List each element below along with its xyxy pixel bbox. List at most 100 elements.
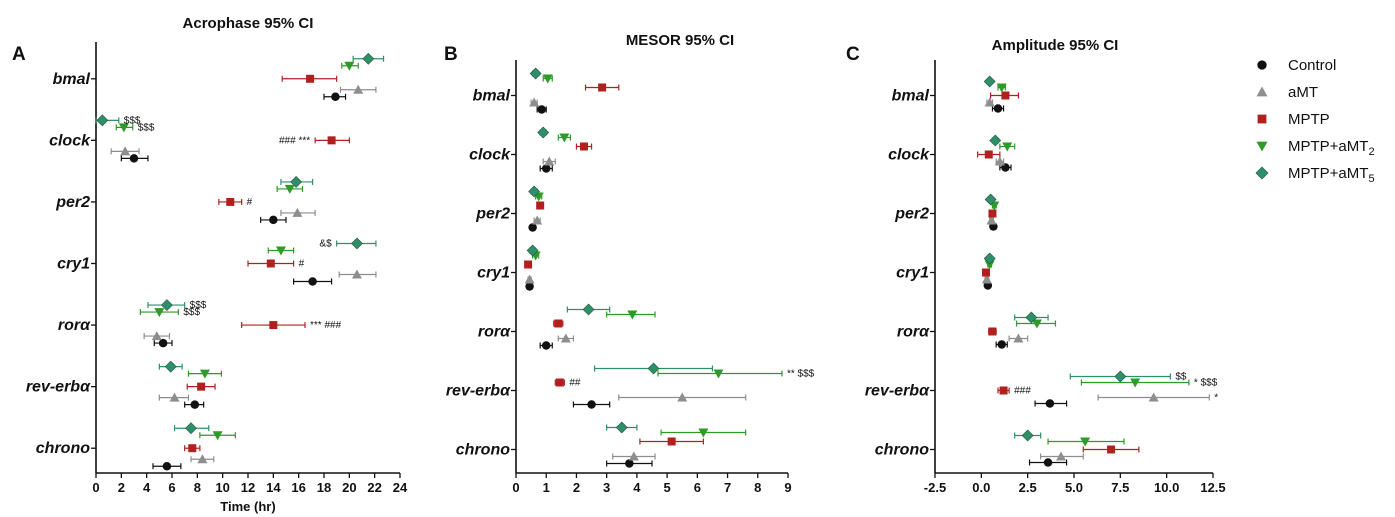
point-amt xyxy=(560,333,571,343)
point-amt2 xyxy=(984,260,995,270)
x-tick-label: 5.0 xyxy=(1065,480,1083,495)
x-tick-label: 8 xyxy=(754,480,761,495)
legend-label-amt: aMT xyxy=(1288,84,1318,101)
point-mptp xyxy=(598,83,607,92)
legend: Control aMT MPTP MPTP+aMT2 MPTP+aMT5 xyxy=(1255,57,1375,185)
x-tick-label: 14 xyxy=(266,480,281,495)
significance-annotation: $$$ xyxy=(124,115,141,126)
x-tick-label: 2.5 xyxy=(1019,480,1037,495)
point-amt5 xyxy=(989,134,1002,147)
point-amt2 xyxy=(199,369,210,379)
point-amt2 xyxy=(1130,378,1141,388)
significance-annotation: ** $$$ xyxy=(787,369,815,380)
point-amt xyxy=(986,215,997,225)
point-amt xyxy=(292,207,303,217)
point-amt xyxy=(353,84,364,94)
point-amt xyxy=(981,274,992,284)
point-ctrl xyxy=(1043,458,1053,467)
significance-annotation: &$ xyxy=(319,239,332,250)
legend-marker-ctrl xyxy=(1257,60,1267,70)
point-amt2 xyxy=(996,83,1007,93)
x-tick-label: 2 xyxy=(573,480,580,495)
gene-label-clock: clock xyxy=(469,147,511,164)
point-ctrl xyxy=(129,154,139,163)
significance-annotation: ## xyxy=(569,378,581,389)
point-ctrl xyxy=(190,400,200,409)
gene-label-cry1: cry1 xyxy=(57,256,90,273)
x-tick-label: 18 xyxy=(317,480,331,495)
point-amt xyxy=(532,215,543,225)
x-tick-label: -2.5 xyxy=(924,480,946,495)
significance-annotation: * xyxy=(1214,393,1218,404)
x-tick-label: 22 xyxy=(367,480,381,495)
point-amt xyxy=(529,97,540,107)
x-tick-label: 4 xyxy=(633,480,641,495)
point-amt5 xyxy=(983,252,996,265)
legend-label-amt2: MPTP+aMT2 xyxy=(1288,138,1375,158)
panel-b: B MESOR 95% CI 0 1 2 3 4 5 6 7 8 9 bmal clock per2 cr… xyxy=(444,32,815,495)
point-amt5 xyxy=(185,422,197,435)
significance-annotation: # xyxy=(299,259,305,270)
point-amt5 xyxy=(984,193,997,206)
point-amt2 xyxy=(542,74,553,84)
gene-label-bmal: bmal xyxy=(892,88,930,105)
panel-a-plot: 0 2 4 6 8 10 12 14 16 18 20 22 24bmalclockper2cry1ro… xyxy=(26,42,408,495)
significance-annotation: $$$ xyxy=(190,300,207,311)
point-mptp xyxy=(667,437,676,446)
significance-annotation: $$$ xyxy=(138,122,155,133)
gene-label-bmal: bmal xyxy=(473,88,511,105)
gene-label-cry1: cry1 xyxy=(896,265,929,282)
point-amt xyxy=(1056,451,1067,461)
panel-a-x-axis-label: Time (hr) xyxy=(220,499,275,514)
point-ctrl xyxy=(331,92,340,102)
point-ctrl xyxy=(541,341,551,350)
point-amt xyxy=(984,97,995,107)
point-mptp xyxy=(1107,445,1116,454)
point-mptp xyxy=(524,260,533,269)
x-tick-label: 5 xyxy=(663,480,670,495)
point-mptp xyxy=(536,201,545,210)
point-amt xyxy=(677,392,688,402)
point-amt2 xyxy=(212,431,223,441)
legend-label-mptp: MPTP xyxy=(1288,111,1330,128)
gene-label-ror: rorα xyxy=(478,324,511,341)
point-ctrl xyxy=(537,105,546,114)
panel-a-letter: A xyxy=(12,44,26,65)
gene-label-chrono: chrono xyxy=(875,442,929,459)
panel-b-title: MESOR 95% CI xyxy=(626,32,734,49)
gene-label-clock: clock xyxy=(888,147,930,164)
gene-label-ror: rorα xyxy=(58,317,91,334)
legend-marker-amt5 xyxy=(1255,166,1269,180)
panel-c-title: Amplitude 95% CI xyxy=(992,37,1119,54)
x-tick-label: 12.5 xyxy=(1200,480,1225,495)
point-amt5 xyxy=(362,52,375,65)
gene-label-per2: per2 xyxy=(55,194,90,211)
point-ctrl xyxy=(1045,399,1055,408)
gene-label-per2: per2 xyxy=(894,206,929,223)
point-amt5 xyxy=(582,303,595,316)
significance-annotation: ### xyxy=(1014,386,1031,397)
point-amt xyxy=(151,331,162,341)
point-amt5 xyxy=(290,176,303,188)
x-tick-label: 2 xyxy=(118,480,125,495)
point-mptp xyxy=(988,327,997,336)
x-tick-label: 4 xyxy=(143,480,151,495)
x-tick-label: 12 xyxy=(241,480,255,495)
point-mptp xyxy=(1001,91,1010,100)
x-tick-label: 9 xyxy=(784,480,791,495)
point-amt2 xyxy=(284,184,295,194)
legend-marker-amt2 xyxy=(1256,141,1268,152)
point-ctrl xyxy=(528,223,537,232)
panel-b-letter: B xyxy=(444,44,458,65)
x-tick-label: 0.0 xyxy=(972,480,990,495)
point-mptp xyxy=(226,197,235,206)
point-amt5 xyxy=(983,75,996,88)
gene-label-clock: clock xyxy=(49,132,91,149)
x-tick-label: 6 xyxy=(694,480,701,495)
legend-label-amt5: MPTP+aMT5 xyxy=(1288,165,1375,185)
point-amt2 xyxy=(1031,319,1042,329)
gene-label-bmal: bmal xyxy=(53,71,91,88)
gene-label-rev-erb: rev-erbα xyxy=(446,383,511,400)
x-tick-label: 24 xyxy=(393,480,408,495)
